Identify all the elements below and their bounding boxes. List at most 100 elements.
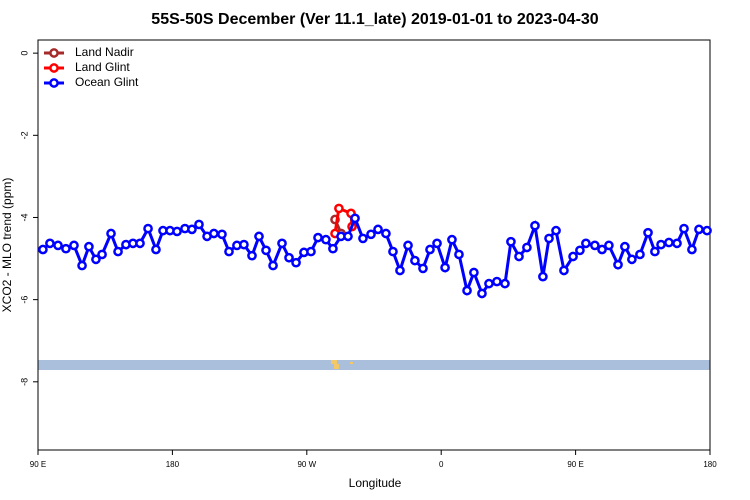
legend-marker [49, 63, 59, 73]
point [84, 241, 94, 252]
point [650, 246, 660, 257]
point [106, 228, 116, 239]
point [247, 250, 257, 261]
point [313, 232, 323, 243]
point [350, 213, 360, 224]
y-tick-label: -2 [19, 131, 29, 139]
point [334, 203, 344, 214]
point [172, 226, 182, 237]
point [544, 233, 554, 244]
y-tick-label: -8 [19, 378, 29, 386]
point [38, 244, 48, 255]
point [261, 245, 271, 256]
point [388, 246, 398, 257]
point [447, 234, 457, 245]
point [492, 276, 502, 287]
point [358, 233, 368, 244]
point [187, 224, 197, 235]
point [604, 240, 614, 251]
point [568, 251, 578, 262]
point [135, 238, 145, 249]
plot-frame [37, 39, 711, 451]
point [143, 223, 153, 234]
point [538, 271, 548, 282]
point [224, 246, 234, 257]
point [194, 219, 204, 230]
point [343, 231, 353, 242]
point [597, 244, 607, 255]
point [53, 240, 63, 251]
point [620, 241, 630, 252]
point [61, 243, 71, 254]
x-tick-label: 180 [166, 460, 180, 469]
point [514, 251, 524, 262]
point [277, 238, 287, 249]
point [613, 259, 623, 270]
point [209, 228, 219, 239]
point [69, 240, 79, 251]
map-strip [38, 360, 710, 370]
point [484, 278, 494, 289]
point [656, 239, 666, 250]
point [366, 229, 376, 240]
point [97, 249, 107, 260]
legend-label: Land Glint [75, 60, 130, 74]
point [559, 265, 569, 276]
point [506, 236, 516, 247]
point [239, 239, 249, 250]
x-tick-label: 90 W [297, 460, 316, 469]
legend-label: Ocean Glint [75, 75, 139, 89]
point [627, 254, 637, 265]
legend-marker [49, 78, 59, 88]
point [217, 229, 227, 240]
speckle [350, 362, 353, 364]
point [373, 224, 383, 235]
point [77, 260, 87, 271]
point [328, 243, 338, 254]
point [687, 244, 697, 255]
x-tick-label: 90 E [30, 460, 46, 469]
point [462, 285, 472, 296]
point [432, 238, 442, 249]
point [418, 263, 428, 274]
x-tick-label: 180 [703, 460, 717, 469]
point [306, 246, 316, 257]
chart-title: 55S-50S December (Ver 11.1_late) 2019-01… [151, 11, 599, 28]
x-tick-label: 0 [439, 460, 444, 469]
point [291, 257, 301, 268]
y-tick-label: -4 [19, 213, 29, 221]
point [403, 240, 413, 251]
point [45, 238, 55, 249]
point [381, 228, 391, 239]
point [672, 238, 682, 249]
point [643, 227, 653, 238]
point [702, 225, 712, 236]
point [425, 244, 435, 255]
speckle [331, 360, 337, 364]
legend-label: Land Nadir [75, 45, 134, 59]
point [268, 260, 278, 271]
point [581, 238, 591, 249]
point [113, 246, 123, 257]
point [440, 262, 450, 273]
point [522, 242, 532, 253]
speckle [334, 364, 339, 369]
y-tick-label: 0 [19, 51, 29, 56]
point [679, 223, 689, 234]
point [477, 288, 487, 299]
y-axis-label: XCO2 - MLO trend (ppm) [0, 178, 14, 313]
point [664, 237, 674, 248]
point [395, 265, 405, 276]
point [454, 249, 464, 260]
point [254, 231, 264, 242]
point [694, 224, 704, 235]
x-axis-label: Longitude [349, 476, 402, 490]
y-tick-label: -6 [19, 296, 29, 304]
point [410, 255, 420, 266]
point [91, 254, 101, 265]
point [151, 244, 161, 255]
point [469, 267, 479, 278]
point [590, 240, 600, 251]
point [321, 234, 331, 245]
point [551, 225, 561, 236]
